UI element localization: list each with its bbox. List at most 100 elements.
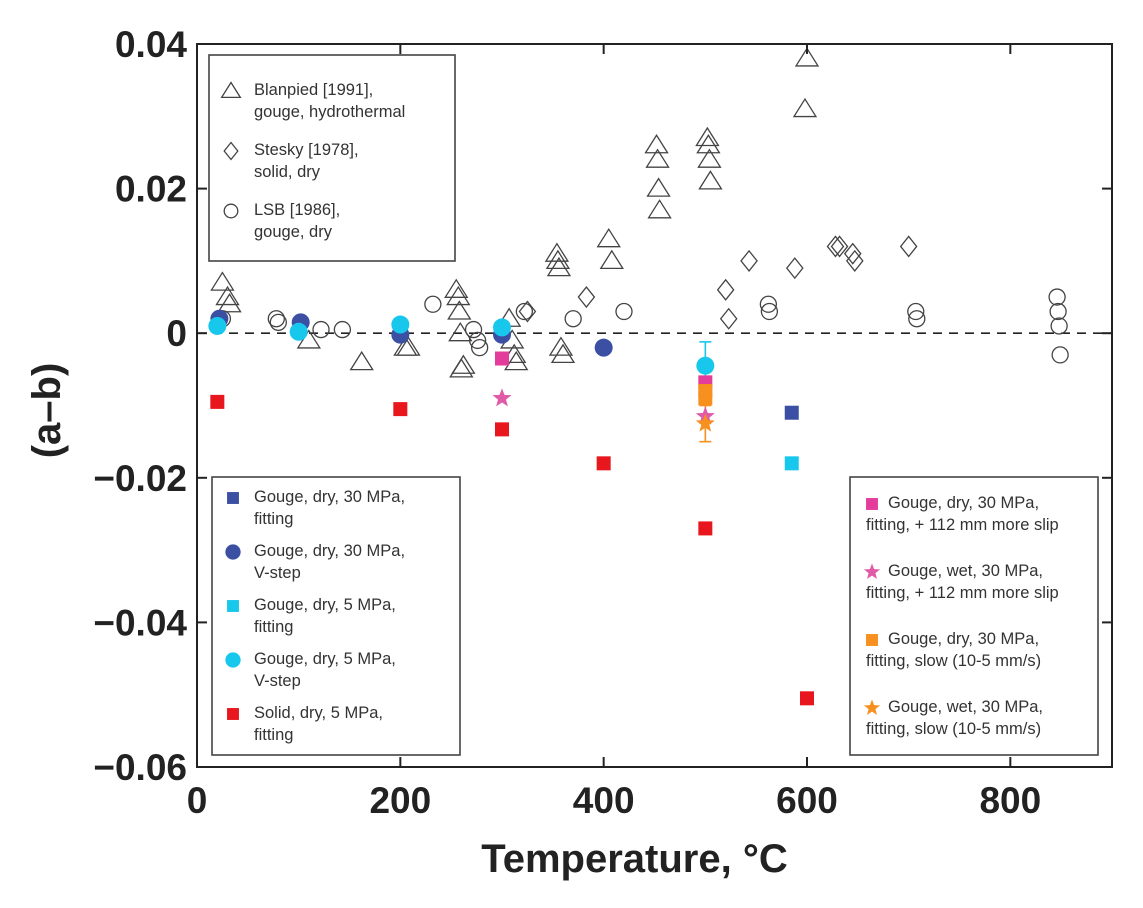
series-2-point-6 xyxy=(464,320,483,339)
series-1-point-7 xyxy=(830,235,849,258)
x-tick-label-3: 600 xyxy=(776,780,838,821)
series-0-point-27 xyxy=(647,199,672,219)
y-tick-label-4: 0.02 xyxy=(115,169,187,210)
series-0-point-22 xyxy=(596,227,621,248)
legend-bottom-right-entry-1-line-1: fitting, + 112 mm more slip xyxy=(866,584,1059,602)
series-0-point-8 xyxy=(446,285,471,306)
legend-bottom-right-marker-2 xyxy=(866,634,878,646)
legend-bottom-left-marker-4 xyxy=(227,708,239,720)
series-0-point-23 xyxy=(599,249,624,270)
series-2-point-4 xyxy=(333,320,352,339)
legend-bottom-left-entry-2-line-0: Gouge, dry, 5 MPa, xyxy=(254,596,396,614)
y-tick-label-5: 0.04 xyxy=(115,24,187,65)
series-6-point-0 xyxy=(208,316,227,335)
legend-top-left-entry-1-line-0: Stesky [1978], xyxy=(254,141,359,159)
series-2-point-3 xyxy=(312,320,330,339)
y-tick-label-3: 0 xyxy=(166,313,187,354)
series-2-point-2 xyxy=(269,313,287,332)
series-6-point-2 xyxy=(391,315,410,334)
series-0-point-21 xyxy=(550,343,576,364)
legend-bottom-right-marker-3 xyxy=(863,699,881,715)
series-4-point-4 xyxy=(594,338,613,357)
series-2-point-5 xyxy=(424,295,442,313)
series-0-point-12 xyxy=(451,354,476,374)
series-2-point-9 xyxy=(515,302,534,321)
legend-bottom-left-entry-3-line-0: Gouge, dry, 5 MPa, xyxy=(254,650,396,668)
series-0-point-9 xyxy=(447,300,472,320)
x-tick-label-0: 0 xyxy=(187,780,208,821)
x-tick-label-4: 800 xyxy=(979,780,1041,821)
legend-top-left-entry-0-line-1: gouge, hydrothermal xyxy=(254,103,405,121)
series-0-point-33 xyxy=(792,97,818,118)
legend-bottom-right-entry-1-line-0: Gouge, wet, 30 MPa, xyxy=(888,562,1043,580)
series-7-point-0 xyxy=(210,394,225,409)
series-2-point-18 xyxy=(1050,317,1068,335)
legend-bottom-left-entry-1-line-1: V-step xyxy=(254,564,301,582)
series-0-point-28 xyxy=(695,126,720,147)
y-tick-label-1: −0.04 xyxy=(93,602,187,643)
series-2-point-11 xyxy=(615,302,633,321)
series-0-point-25 xyxy=(645,148,670,168)
series-2-point-16 xyxy=(1048,288,1066,306)
legend-top-left-marker-0 xyxy=(220,81,242,99)
legend-top-left-entry-2-line-1: gouge, dry xyxy=(254,223,333,241)
legend-bottom-left-marker-1 xyxy=(225,544,241,560)
series-1-point-3 xyxy=(719,307,738,330)
series-0-point-18 xyxy=(545,249,571,270)
series-0-point-32 xyxy=(794,47,820,67)
legend-top-left-entry-2-line-0: LSB [1986], xyxy=(254,201,340,219)
legend-top-left-marker-2 xyxy=(223,203,239,219)
legend-bottom-left-entry-4-line-0: Solid, dry, 5 MPa, xyxy=(254,704,383,722)
series-0-point-7 xyxy=(444,278,469,298)
legend-bottom-left-entry-0-line-1: fitting xyxy=(254,510,293,528)
series-2-point-14 xyxy=(907,302,925,321)
series-0-point-31 xyxy=(698,170,723,190)
legend-bottom-right-marker-0 xyxy=(866,498,878,510)
x-tick-label-1: 200 xyxy=(369,780,431,821)
x-tick-label-2: 400 xyxy=(573,780,635,821)
legend-bottom-right-entry-2-line-0: Gouge, dry, 30 MPa, xyxy=(888,630,1039,648)
series-3-point-0 xyxy=(784,405,799,420)
legend-bottom-right-box xyxy=(849,476,1099,756)
series-0-point-6 xyxy=(396,336,421,356)
legend-top-left-entry-0-line-0: Blanpied [1991], xyxy=(254,81,373,99)
legend-bottom-left-marker-2 xyxy=(227,600,239,612)
series-6-point-1 xyxy=(289,322,308,341)
series-0-point-24 xyxy=(644,133,669,154)
series-0-point-2 xyxy=(217,293,242,313)
series-2-point-12 xyxy=(759,295,778,313)
legend-bottom-left-entry-4-line-1: fitting xyxy=(254,726,293,744)
series-2-point-15 xyxy=(908,310,926,328)
series-1-point-0 xyxy=(518,300,537,323)
series-0-point-1 xyxy=(215,285,240,306)
series-1-point-4 xyxy=(740,249,758,272)
series-7-point-5 xyxy=(800,691,814,706)
y-axis-title: (a–b) xyxy=(25,363,69,459)
series-9-point-0 xyxy=(492,388,512,407)
series-8-point-0 xyxy=(495,351,509,366)
series-1-point-8 xyxy=(843,242,862,265)
legend-bottom-right-entry-3-line-0: Gouge, wet, 30 MPa, xyxy=(888,698,1043,716)
legend-top-left-entry-1-line-1: solid, dry xyxy=(254,163,321,181)
legend-bottom-right-entry-0-line-0: Gouge, dry, 30 MPa, xyxy=(888,494,1039,512)
series-0-point-16 xyxy=(504,350,529,371)
series-2-point-1 xyxy=(267,310,285,328)
series-0-point-19 xyxy=(546,256,572,277)
series-0-point-26 xyxy=(646,177,671,197)
legend-bottom-right-entry-0-line-1: fitting, + 112 mm more slip xyxy=(866,516,1059,534)
legend-bottom-left-entry-2-line-1: fitting xyxy=(254,618,293,636)
y-tick-label-0: −0.06 xyxy=(93,747,187,788)
series-11-point-0 xyxy=(695,413,715,432)
series-0-point-4 xyxy=(349,350,374,371)
series-1-point-10 xyxy=(899,235,918,258)
plot-frame xyxy=(196,43,1113,768)
y-tick-label-2: −0.02 xyxy=(93,458,187,499)
legend-bottom-left-marker-0 xyxy=(227,492,239,504)
series-7-point-1 xyxy=(393,402,408,417)
series-1-point-5 xyxy=(785,257,804,280)
series-1-point-1 xyxy=(577,286,596,309)
series-1-point-9 xyxy=(845,249,864,272)
legend-bottom-left-entry-0-line-0: Gouge, dry, 30 MPa, xyxy=(254,488,405,506)
legend-bottom-right-entry-2-line-1: fitting, slow (10-5 mm/s) xyxy=(866,652,1041,670)
series-0-point-10 xyxy=(448,321,473,342)
